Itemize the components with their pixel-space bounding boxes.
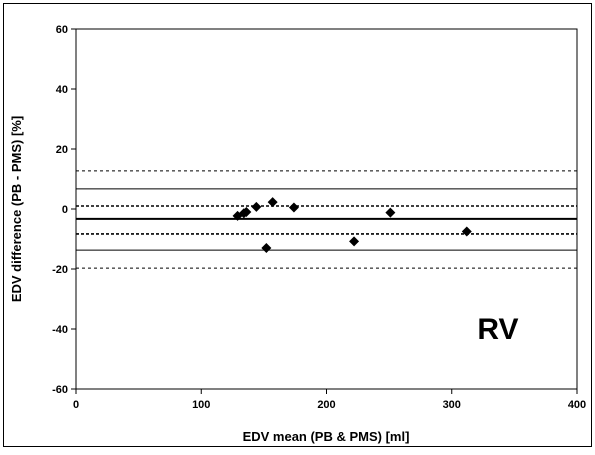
y-tick-label: 20 xyxy=(56,144,68,156)
y-tick-label: -20 xyxy=(52,264,68,276)
data-point-3 xyxy=(241,207,252,217)
data-points xyxy=(232,197,472,253)
y-tick-label: -40 xyxy=(52,324,68,336)
panel-label: RV xyxy=(477,313,518,346)
y-tick-label: 60 xyxy=(56,24,68,36)
data-point-9 xyxy=(385,207,396,218)
y-tick-label: 0 xyxy=(62,204,68,216)
x-tick-label: 400 xyxy=(568,399,586,411)
data-point-4 xyxy=(251,201,262,212)
x-tick-label: 300 xyxy=(443,399,461,411)
y-tick-label: 40 xyxy=(56,84,68,96)
x-tick-label: 0 xyxy=(73,399,79,411)
plot-area xyxy=(75,28,578,390)
figure-border xyxy=(3,3,592,447)
y-axis-title: EDV difference (PB - PMS) [%] xyxy=(9,116,24,302)
axes: -60 -40 -20 0 20 40 60 0 100 200 300 400 xyxy=(52,24,586,411)
data-point-6 xyxy=(267,197,278,208)
data-point-7 xyxy=(288,202,299,213)
data-point-8 xyxy=(349,236,360,247)
reference-lines xyxy=(76,170,577,269)
x-tick-label: 200 xyxy=(317,399,335,411)
x-tick-label: 100 xyxy=(192,399,210,411)
data-point-10 xyxy=(461,226,472,237)
x-axis-title: EDV mean (PB & PMS) [ml] xyxy=(243,429,410,444)
data-point-5 xyxy=(261,243,272,253)
y-tick-label: -60 xyxy=(52,384,68,396)
